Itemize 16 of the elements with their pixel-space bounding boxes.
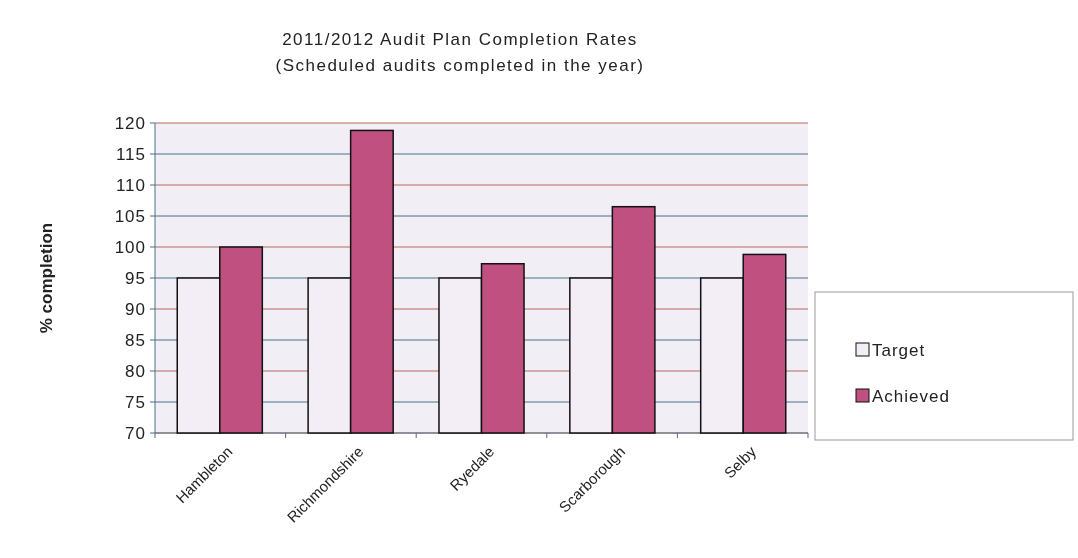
y-tick-label: 75: [125, 392, 146, 412]
y-axis-title: % completion: [37, 222, 56, 334]
y-tick-label: 100: [114, 237, 146, 257]
chart-title: 2011/2012 Audit Plan Completion Rates: [282, 30, 638, 49]
y-tick-label: 120: [114, 113, 146, 133]
legend-label: Achieved: [872, 386, 950, 406]
y-tick-label: 90: [125, 299, 146, 319]
y-tick-label: 95: [125, 268, 146, 288]
chart-subtitle: (Scheduled audits completed in the year): [275, 56, 645, 75]
y-tick-label: 70: [125, 423, 146, 443]
y-tick-label: 115: [115, 144, 146, 164]
y-tick-label: 105: [114, 206, 146, 226]
y-tick-label: 80: [125, 361, 146, 381]
legend-label: Target: [872, 340, 926, 360]
y-tick-label: 110: [115, 175, 146, 195]
y-tick-label: 85: [125, 330, 146, 350]
